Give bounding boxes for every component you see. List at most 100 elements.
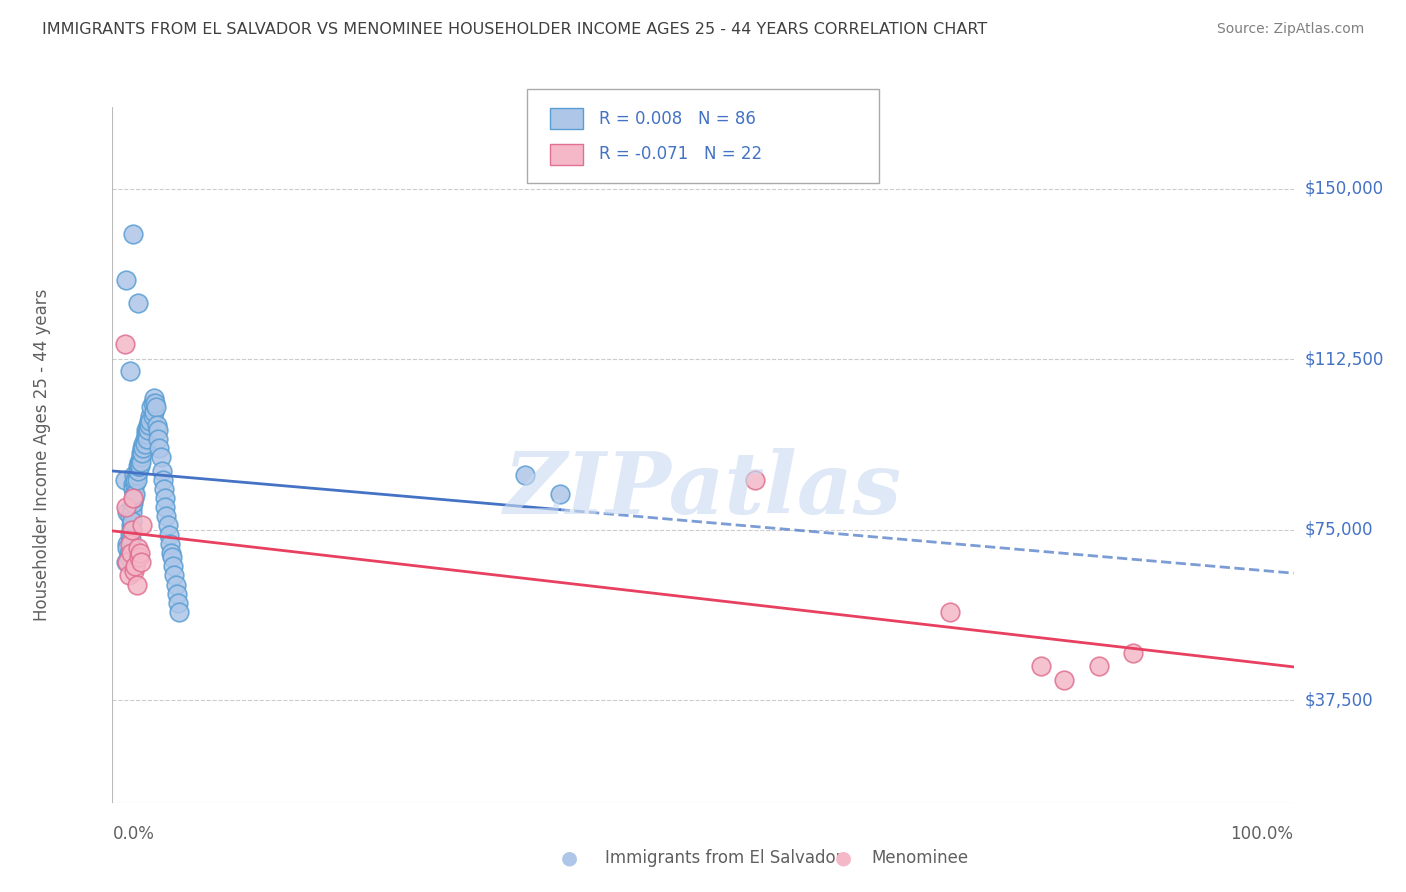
Text: $37,500: $37,500 xyxy=(1305,691,1374,709)
Point xyxy=(132,436,155,450)
Point xyxy=(117,568,139,582)
Point xyxy=(128,455,150,469)
Point xyxy=(124,559,146,574)
Point xyxy=(120,532,142,546)
Point xyxy=(143,395,166,409)
Point xyxy=(124,486,146,500)
Text: IMMIGRANTS FROM EL SALVADOR VS MENOMINEE HOUSEHOLDER INCOME AGES 25 - 44 YEARS C: IMMIGRANTS FROM EL SALVADOR VS MENOMINEE… xyxy=(42,22,987,37)
Point xyxy=(118,364,141,378)
Point xyxy=(129,459,152,474)
Point xyxy=(145,400,167,414)
Point xyxy=(548,486,571,500)
Point xyxy=(117,505,139,519)
Text: $150,000: $150,000 xyxy=(1305,180,1384,198)
Text: 0.0%: 0.0% xyxy=(112,825,155,843)
Text: ●: ● xyxy=(561,848,578,868)
Point xyxy=(125,473,148,487)
Point xyxy=(160,546,183,560)
Point xyxy=(127,464,149,478)
Point xyxy=(142,405,165,419)
Point xyxy=(118,536,141,550)
Point xyxy=(1053,673,1076,687)
Point xyxy=(165,577,187,591)
Point xyxy=(135,427,157,442)
Point xyxy=(515,468,537,483)
Point xyxy=(152,473,174,487)
Point xyxy=(127,541,149,556)
Text: $112,500: $112,500 xyxy=(1305,351,1385,368)
Point xyxy=(162,559,184,574)
Point xyxy=(115,555,138,569)
Text: Householder Income Ages 25 - 44 years: Householder Income Ages 25 - 44 years xyxy=(32,289,51,621)
Point xyxy=(131,518,153,533)
Point xyxy=(127,295,149,310)
Point xyxy=(136,418,159,433)
Point xyxy=(156,518,179,533)
Point xyxy=(122,482,145,496)
Point xyxy=(128,550,150,565)
Point xyxy=(117,546,139,560)
Point xyxy=(128,459,150,474)
Point xyxy=(142,395,165,409)
Point xyxy=(744,473,766,487)
Point xyxy=(122,468,145,483)
Point xyxy=(121,500,143,515)
Point xyxy=(139,409,162,424)
Point xyxy=(938,605,960,619)
Point xyxy=(135,427,157,442)
Point xyxy=(153,482,176,496)
Point xyxy=(135,432,157,446)
Text: Immigrants from El Salvador: Immigrants from El Salvador xyxy=(605,849,842,867)
Point xyxy=(160,550,183,565)
Point xyxy=(138,418,160,433)
Point xyxy=(155,500,177,515)
Point xyxy=(148,441,170,455)
Point xyxy=(121,514,143,528)
Point xyxy=(117,541,139,556)
Point xyxy=(159,536,181,550)
Point xyxy=(134,432,156,446)
Point xyxy=(125,468,148,483)
Point xyxy=(122,486,145,500)
Point xyxy=(129,455,152,469)
Point xyxy=(122,496,145,510)
Point xyxy=(122,227,145,242)
Point xyxy=(118,509,141,524)
Text: ●: ● xyxy=(835,848,852,868)
Point xyxy=(155,509,177,524)
Point xyxy=(1122,646,1144,660)
Point xyxy=(115,500,138,515)
Point xyxy=(120,523,142,537)
Point xyxy=(141,400,163,414)
Point xyxy=(122,564,145,578)
Text: Menominee: Menominee xyxy=(872,849,969,867)
Point xyxy=(114,336,136,351)
Point xyxy=(122,491,145,505)
Point xyxy=(1087,659,1109,673)
Point xyxy=(120,518,142,533)
Point xyxy=(135,423,157,437)
Point xyxy=(166,586,188,600)
Point xyxy=(122,491,145,505)
Point xyxy=(132,441,155,455)
Point xyxy=(131,445,153,459)
Point xyxy=(117,555,139,569)
Text: Source: ZipAtlas.com: Source: ZipAtlas.com xyxy=(1216,22,1364,37)
Point xyxy=(157,527,180,541)
Point xyxy=(114,473,136,487)
Text: R = -0.071   N = 22: R = -0.071 N = 22 xyxy=(599,145,762,163)
Point xyxy=(149,450,172,465)
Point xyxy=(167,605,190,619)
Point xyxy=(142,391,165,405)
Point xyxy=(148,423,170,437)
Point xyxy=(142,409,165,424)
Text: R = 0.008   N = 86: R = 0.008 N = 86 xyxy=(599,110,756,128)
Point xyxy=(115,273,138,287)
Point xyxy=(122,477,145,491)
Text: 100.0%: 100.0% xyxy=(1230,825,1294,843)
Point xyxy=(124,477,146,491)
Point xyxy=(121,523,143,537)
Point xyxy=(148,432,170,446)
Point xyxy=(155,491,177,505)
Point xyxy=(150,464,173,478)
